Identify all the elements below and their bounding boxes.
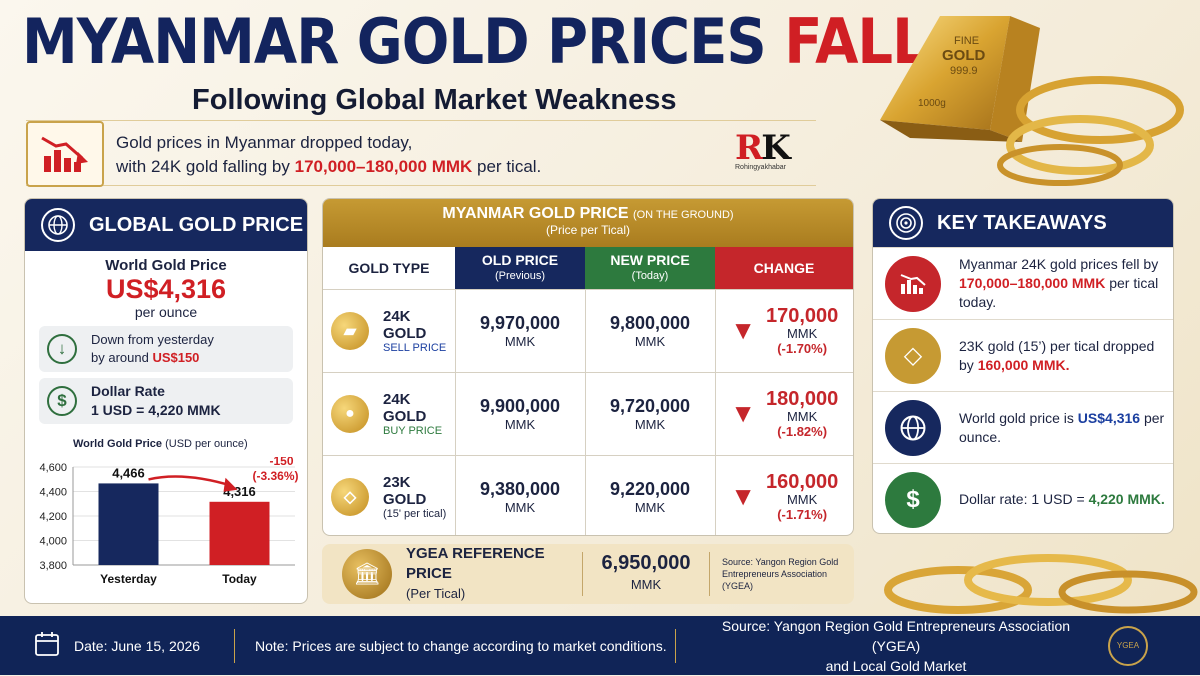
change-cell: ▼ 180,000 MMK (-1.82%)	[714, 371, 853, 455]
bar-value-label: 4,466	[112, 465, 145, 480]
gold-bangles-image	[884, 554, 1198, 614]
takeaways-header: KEY TAKEAWAYS	[873, 199, 1173, 247]
footer-divider	[234, 628, 235, 663]
dollar-icon: $	[885, 471, 941, 528]
page-title: MYANMAR GOLD PRICES FALL	[22, 6, 928, 79]
table-header-row: GOLD TYPE OLD PRICE (Previous) NEW PRICE(…	[323, 247, 853, 289]
dollar-icon: $	[47, 386, 77, 416]
down-arrow-icon: ▼	[730, 398, 756, 428]
world-gold-price-unit: per ounce	[134, 304, 198, 320]
change-cell: ▼ 160,000 MMK (-1.71%)	[714, 454, 853, 535]
down-from-yesterday-box: ↓ Down from yesterday by around US$150	[39, 326, 293, 372]
footer-note: Note: Prices are subject to change accor…	[255, 637, 667, 654]
rk-logo: RK Rohingyakhabar	[735, 128, 791, 171]
ygea-reference-price: 🏛 YGEA REFERENCE PRICE (Per Tical) 6,950,…	[322, 544, 854, 604]
takeaway-item: World gold price is US$4,316 per ounce.	[873, 391, 1173, 463]
down-arrow-icon: ▼	[730, 481, 756, 512]
price-table: GOLD TYPE OLD PRICE (Previous) NEW PRICE(…	[323, 247, 853, 535]
table-row: ● 24K GOLD BUY PRICE 9,900,000 MMK 9,720,00…	[323, 371, 853, 455]
takeaway-item: ◇ 23K gold (15’) per tical dropped by 16…	[873, 319, 1173, 391]
takeaway-item: $ Dollar rate: 1 USD = 4,220 MMK.	[873, 463, 1173, 533]
y-tick-label: 4,600	[39, 462, 67, 474]
svg-text:FINE: FINE	[954, 35, 979, 47]
ygea-seal-logo: YGEA	[1108, 625, 1148, 666]
down-arrow-icon: ↓	[47, 334, 77, 364]
title-accent: FALL	[784, 6, 928, 79]
falling-chart-icon	[885, 255, 941, 312]
svg-text:999.9: 999.9	[950, 65, 978, 77]
old-price-cell: 9,970,000 MMK	[454, 288, 585, 372]
footer-source: Source: Yangon Region Gold Entrepreneurs…	[721, 617, 1071, 674]
ygea-label: YGEA REFERENCE PRICE (Per Tical)	[406, 545, 545, 601]
gold-jewelry-image	[997, 76, 1184, 186]
col-gold-type: GOLD TYPE	[323, 247, 455, 289]
x-tick-label: Today	[222, 572, 257, 586]
table-row: ▰ 24K GOLD SELL PRICE 9,970,000 MMK 9,800,0…	[323, 288, 853, 372]
target-icon	[889, 206, 923, 240]
key-takeaways-panel: KEY TAKEAWAYS Myanmar 24K gold prices fe…	[872, 198, 1174, 534]
new-price-cell: 9,220,000 MMK	[584, 454, 715, 535]
y-tick-label: 3,800	[39, 560, 67, 572]
necklace-icon: ◇	[885, 327, 941, 384]
falling-chart-icon	[26, 121, 104, 187]
new-price-cell: 9,800,000 MMK	[584, 288, 715, 372]
gold-bars-icon: ▰	[331, 311, 369, 350]
footer-divider	[675, 628, 676, 663]
ygea-source: Source: Yangon Region Gold Entrepreneurs…	[722, 557, 839, 591]
myanmar-panel-header: MYANMAR GOLD PRICE (ON THE GROUND) (Pric…	[323, 199, 853, 247]
global-gold-price-panel: GLOBAL GOLD PRICE World Gold Price US$4,…	[24, 198, 308, 604]
change-arrowhead	[223, 477, 238, 492]
col-new-price: NEW PRICE (Today)	[585, 247, 715, 289]
col-change: CHANGE	[715, 247, 853, 289]
svg-text:1000g: 1000g	[918, 98, 946, 109]
footer: Date: June 15, 2026 Note: Prices are sub…	[0, 616, 1200, 675]
svg-text:GOLD: GOLD	[942, 47, 985, 64]
down-arrow-icon: ▼	[730, 315, 756, 345]
change-cell: ▼ 170,000 MMK (-1.70%)	[714, 288, 853, 372]
world-gold-price-value: US$4,316	[105, 274, 227, 304]
page-subtitle: Following Global Market Weakness	[192, 84, 677, 116]
bar	[98, 483, 159, 565]
gold-coins-icon: ●	[331, 394, 369, 433]
x-tick-label: Yesterday	[100, 572, 157, 586]
table-row: ◇ 23K GOLD (15' per tical) 9,380,000 MMK 9,…	[323, 454, 853, 535]
globe-icon	[41, 208, 75, 242]
takeaway-item: Myanmar 24K gold prices fell by 170,000–…	[873, 247, 1173, 319]
global-panel-header: GLOBAL GOLD PRICE	[25, 199, 307, 251]
world-gold-price-label: World Gold Price	[105, 257, 227, 274]
new-price-cell: 9,720,000 MMK	[584, 371, 715, 455]
bar	[209, 501, 270, 565]
old-price-cell: 9,900,000 MMK	[454, 371, 585, 455]
old-price-cell: 9,380,000 MMK	[454, 454, 585, 535]
intro-banner: Gold prices in Myanmar dropped today, wi…	[26, 120, 816, 187]
y-tick-label: 4,000	[39, 536, 67, 548]
myanmar-gold-price-panel: MYANMAR GOLD PRICE (ON THE GROUND) (Pric…	[322, 198, 854, 536]
footer-date: Date: June 15, 2026	[74, 637, 201, 654]
change-annotation-pct: (-3.36%)	[252, 469, 298, 483]
col-old-price: OLD PRICE (Previous)	[455, 247, 585, 289]
dollar-rate-box: $ Dollar Rate 1 USD = 4,220 MMK	[39, 378, 293, 424]
globe-icon	[885, 399, 941, 456]
y-tick-label: 4,400	[39, 487, 67, 499]
change-arrow	[148, 475, 232, 487]
bank-icon: 🏛	[342, 549, 392, 599]
chart-title: World Gold Price (USD per ounce)	[73, 438, 248, 450]
change-annotation: -150	[269, 457, 293, 468]
necklace-icon: ◇	[331, 477, 369, 516]
ygea-value: 6,950,000 MMK	[582, 552, 710, 596]
intro-text: Gold prices in Myanmar dropped today, wi…	[116, 133, 542, 176]
gold-bar-icon: FINE GOLD 999.9 1000g	[880, 16, 1040, 142]
calendar-icon	[34, 631, 60, 660]
y-tick-label: 4,200	[39, 511, 67, 523]
